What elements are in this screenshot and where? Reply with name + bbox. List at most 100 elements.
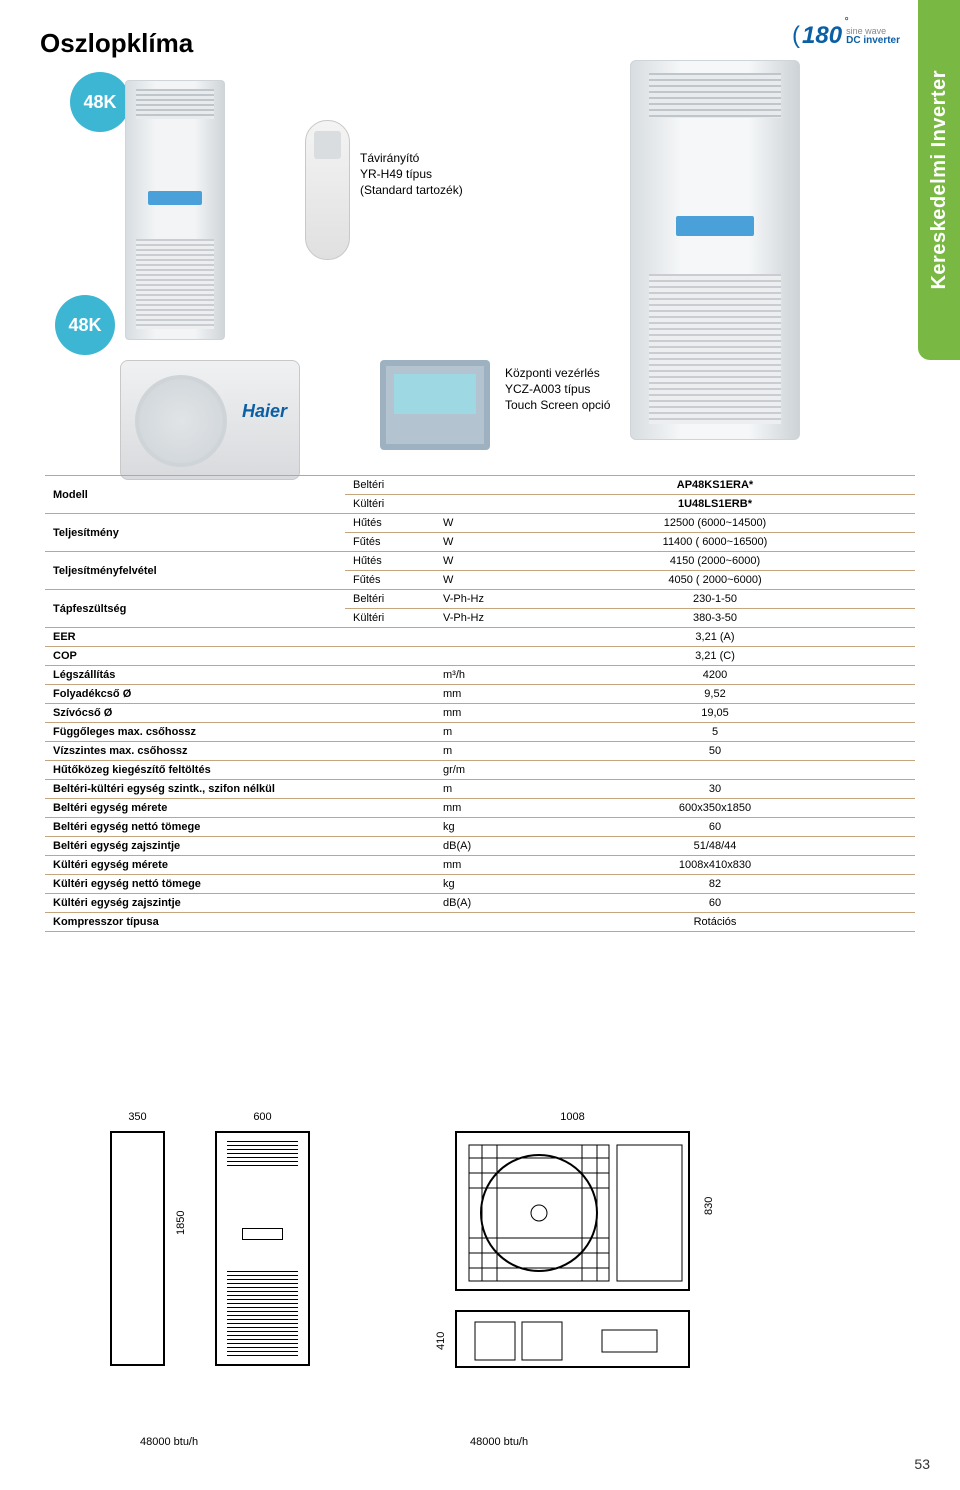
row-label: Teljesítmény: [45, 514, 345, 552]
touch-panel-photo: [380, 360, 490, 450]
table-row: TeljesítményHűtésW12500 (6000~14500): [45, 514, 915, 533]
outdoor-front-box: [455, 1131, 690, 1291]
degree-icon: °: [844, 16, 848, 27]
row-unit: dB(A): [435, 894, 515, 913]
table-row: Kültéri egység zajszintje dB(A)60: [45, 894, 915, 913]
row-value: 11400 ( 6000~16500): [515, 533, 915, 552]
row-label: Teljesítményfelvétel: [45, 552, 345, 590]
fan-icon: [135, 375, 227, 467]
row-sub: Hűtés: [345, 552, 435, 571]
modell-label: Modell: [45, 476, 345, 514]
row-unit: gr/m: [435, 761, 515, 780]
row-value: 1008x410x830: [515, 856, 915, 875]
indoor-front-box: [215, 1131, 310, 1366]
row-label: Függőleges max. csőhossz: [45, 723, 345, 742]
row-value: 4200: [515, 666, 915, 685]
row-label: COP: [45, 647, 345, 666]
row-label: Tápfeszültség: [45, 590, 345, 628]
table-row: Függőleges max. csőhosszm5: [45, 723, 915, 742]
row-sub: [345, 818, 435, 837]
row-label: Folyadékcső Ø: [45, 685, 345, 704]
indoor-btu-label: 48000 btu/h: [140, 1436, 198, 1448]
row-sub: Beltéri: [345, 590, 435, 609]
row-unit: dB(A): [435, 837, 515, 856]
row-sub: [345, 704, 435, 723]
row-sub: Kültéri: [345, 609, 435, 628]
table-row: TápfeszültségBeltériV-Ph-Hz230-1-50: [45, 590, 915, 609]
row-unit: [435, 913, 515, 932]
table-row: Kompresszor típusa Rotációs: [45, 913, 915, 932]
row-sub: [345, 666, 435, 685]
row-sub: [345, 628, 435, 647]
row-label: Hűtőközeg kiegészítő feltöltés: [45, 761, 345, 780]
table-row: Kültéri egység méretemm1008x410x830: [45, 856, 915, 875]
row-sub: Fűtés: [345, 571, 435, 590]
row-sub: Hűtés: [345, 514, 435, 533]
row-label: Kültéri egység zajszintje: [45, 894, 345, 913]
row-label: EER: [45, 628, 345, 647]
outdoor-height-label: 830: [703, 1197, 715, 1215]
row-value: Rotációs: [515, 913, 915, 932]
capacity-badge-2: 48K: [55, 295, 115, 355]
row-unit: W: [435, 571, 515, 590]
table-row: COP3,21 (C): [45, 647, 915, 666]
row-sub: [345, 799, 435, 818]
row-sub: [345, 875, 435, 894]
row-sub: [345, 837, 435, 856]
remote-caption-l1: Távirányító: [360, 150, 463, 166]
row-value: 60: [515, 818, 915, 837]
outdoor-front-svg: [457, 1133, 692, 1293]
remote-photo: [305, 120, 350, 260]
indoor-side-box: [110, 1131, 165, 1366]
indoor-height-label: 1850: [175, 1211, 187, 1235]
touch-caption-l3: Touch Screen opció: [505, 397, 610, 413]
table-row: Légszállításm³/h4200: [45, 666, 915, 685]
remote-caption-l3: (Standard tartozék): [360, 182, 463, 198]
outdoor-width-label: 1008: [455, 1111, 690, 1123]
row-value: 9,52: [515, 685, 915, 704]
outdoor-unit-photo: Haier: [120, 360, 300, 480]
row-value: 600x350x1850: [515, 799, 915, 818]
row-value: 60: [515, 894, 915, 913]
header-kulteri: Kültéri: [345, 495, 435, 514]
remote-caption-l2: YR-H49 típus: [360, 166, 463, 182]
table-row: Vízszintes max. csőhosszm50: [45, 742, 915, 761]
indoor-width-label: 600: [215, 1111, 310, 1123]
row-unit: mm: [435, 799, 515, 818]
row-sub: [345, 856, 435, 875]
row-label: Szívócső Ø: [45, 704, 345, 723]
row-unit: W: [435, 533, 515, 552]
row-unit: V-Ph-Hz: [435, 590, 515, 609]
row-value: 12500 (6000~14500): [515, 514, 915, 533]
hero-images: 48K Távirányító YR-H49 típus (Standard t…: [40, 60, 920, 440]
row-unit: W: [435, 552, 515, 571]
side-tab-label: Kereskedelmi Inverter: [928, 70, 951, 290]
row-unit: V-Ph-Hz: [435, 609, 515, 628]
brand-label: Haier: [242, 401, 287, 422]
logo-180-dc-inverter: ( 180 ° sine wave DC inverter: [792, 22, 900, 50]
logo-line2: DC inverter: [846, 36, 900, 46]
table-row: Beltéri-kültéri egység szintk., szifon n…: [45, 780, 915, 799]
row-sub: [345, 723, 435, 742]
table-row: EER 3,21 (A): [45, 628, 915, 647]
table-row: Hűtőközeg kiegészítő feltöltés gr/m: [45, 761, 915, 780]
row-value: 82: [515, 875, 915, 894]
indoor-depth-label: 350: [110, 1111, 165, 1123]
row-unit: W: [435, 514, 515, 533]
row-label: Kompresszor típusa: [45, 913, 345, 932]
row-unit: [435, 647, 515, 666]
row-unit: kg: [435, 875, 515, 894]
row-value: 19,05: [515, 704, 915, 723]
row-value: 3,21 (A): [515, 628, 915, 647]
row-value: [515, 761, 915, 780]
touch-caption: Központi vezérlés YCZ-A003 típus Touch S…: [505, 365, 610, 413]
outdoor-top-box: [455, 1310, 690, 1368]
outdoor-depth-label: 410: [435, 1332, 447, 1350]
row-value: 50: [515, 742, 915, 761]
table-row: Beltéri egység méretemm600x350x1850: [45, 799, 915, 818]
row-label: Vízszintes max. csőhossz: [45, 742, 345, 761]
row-label: Beltéri egység nettó tömege: [45, 818, 345, 837]
header-kulteri-val: 1U48LS1ERB*: [515, 495, 915, 514]
row-sub: [345, 780, 435, 799]
row-sub: [345, 685, 435, 704]
